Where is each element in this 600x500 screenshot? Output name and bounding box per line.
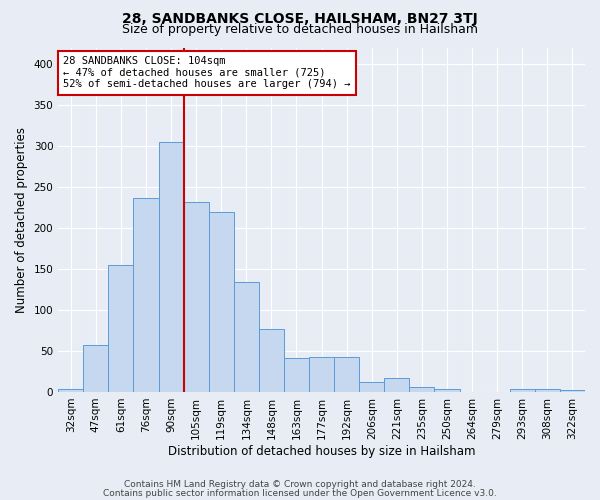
Bar — [560, 390, 585, 392]
Text: Contains HM Land Registry data © Crown copyright and database right 2024.: Contains HM Land Registry data © Crown c… — [124, 480, 476, 489]
Bar — [184, 202, 209, 392]
Bar — [83, 345, 109, 392]
Bar — [535, 390, 560, 392]
Bar — [359, 382, 385, 392]
Bar — [58, 390, 83, 392]
Text: Size of property relative to detached houses in Hailsham: Size of property relative to detached ho… — [122, 22, 478, 36]
Bar — [409, 387, 434, 392]
Bar — [284, 358, 309, 392]
Text: Contains public sector information licensed under the Open Government Licence v3: Contains public sector information licen… — [103, 488, 497, 498]
X-axis label: Distribution of detached houses by size in Hailsham: Distribution of detached houses by size … — [168, 444, 475, 458]
Y-axis label: Number of detached properties: Number of detached properties — [15, 126, 28, 312]
Bar — [385, 378, 409, 392]
Bar — [209, 212, 234, 392]
Text: 28 SANDBANKS CLOSE: 104sqm
← 47% of detached houses are smaller (725)
52% of sem: 28 SANDBANKS CLOSE: 104sqm ← 47% of deta… — [64, 56, 351, 90]
Text: 28, SANDBANKS CLOSE, HAILSHAM, BN27 3TJ: 28, SANDBANKS CLOSE, HAILSHAM, BN27 3TJ — [122, 12, 478, 26]
Bar — [309, 356, 334, 392]
Bar — [109, 265, 133, 392]
Bar — [133, 198, 158, 392]
Bar — [259, 329, 284, 392]
Bar — [434, 388, 460, 392]
Bar — [510, 388, 535, 392]
Bar — [158, 142, 184, 392]
Bar — [234, 282, 259, 392]
Bar — [334, 356, 359, 392]
